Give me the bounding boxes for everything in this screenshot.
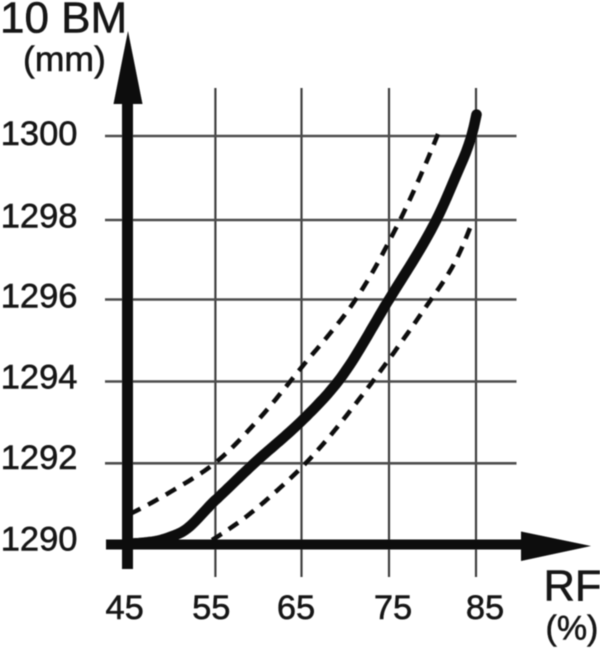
svg-text:65: 65 [277, 589, 315, 627]
svg-text:75: 75 [374, 589, 412, 627]
svg-text:(mm): (mm) [23, 39, 106, 79]
svg-text:1292: 1292 [1, 439, 78, 477]
svg-text:55: 55 [192, 589, 230, 627]
svg-text:85: 85 [466, 589, 504, 627]
svg-text:1300: 1300 [1, 115, 78, 153]
svg-text:1296: 1296 [1, 278, 78, 316]
svg-text:45: 45 [106, 589, 144, 627]
svg-text:10 BM: 10 BM [0, 0, 127, 43]
svg-text:1298: 1298 [1, 198, 78, 236]
svg-text:1294: 1294 [1, 359, 78, 397]
svg-text:RF: RF [544, 563, 600, 611]
svg-text:1290: 1290 [1, 521, 78, 559]
svg-text:(%): (%) [546, 610, 599, 648]
